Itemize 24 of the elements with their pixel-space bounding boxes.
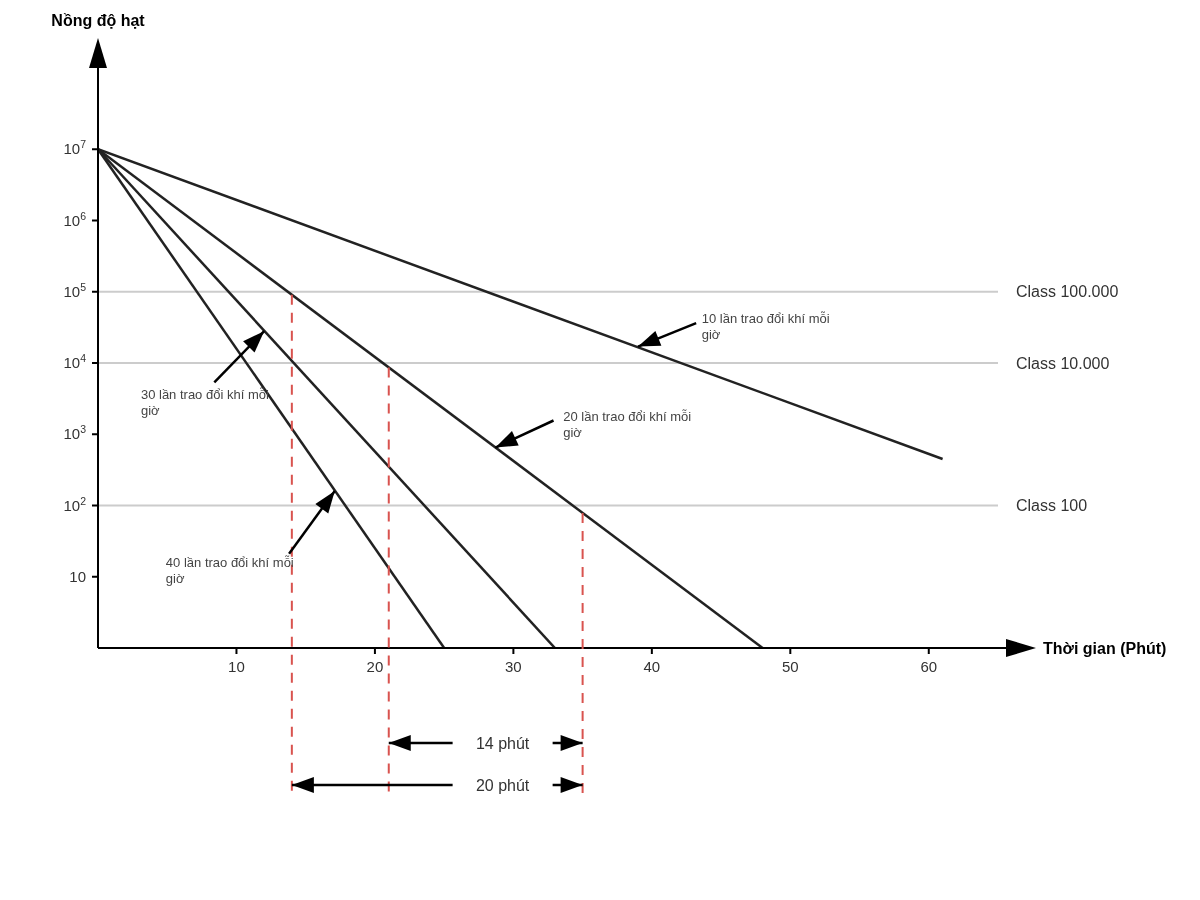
y-tick-label: 10$^{3}$ [63, 423, 87, 443]
text: 20 phút [475, 777, 530, 794]
x-tick-label: 10 [228, 658, 245, 675]
y-tick-label: 10$^{4}$ [63, 352, 87, 371]
annotation: 30 lần trao đổi khí mỗi giờ [140, 386, 270, 419]
x-tick-label: 20 [366, 658, 384, 675]
x-tick-label: 30 [505, 658, 522, 675]
x-tick-label: 60 [920, 658, 938, 675]
annotation: 20 lần trao đổi khí mỗi giờ [563, 409, 693, 442]
y-axis-title: Nồng độ hạt [51, 12, 146, 29]
y-tick-label: 10$^{6}$ [63, 209, 87, 229]
annotation: 40 lần trao đổi khí mỗi giờ [165, 555, 295, 588]
y-tick-label: 10$^{2}$ [63, 494, 87, 514]
y-tick-label: 10$^{7}$ [63, 138, 87, 158]
x-tick-label: 50 [781, 658, 799, 675]
annotation: 10 lần trao đổi khí mỗi giờ [701, 310, 831, 343]
x-tick-label: 40 [643, 658, 661, 675]
ref-line-label: Class 100 [1016, 497, 1088, 515]
text: 14 phút [475, 735, 530, 752]
y-tick-label: 10 [69, 567, 86, 585]
x-axis-title: Thời gian (Phút) [1043, 640, 1167, 657]
ref-line-label: Class 10.000 [1016, 354, 1110, 372]
ref-line-label: Class 100.000 [1016, 283, 1119, 301]
y-tick-label: 10$^{5}$ [63, 280, 87, 300]
